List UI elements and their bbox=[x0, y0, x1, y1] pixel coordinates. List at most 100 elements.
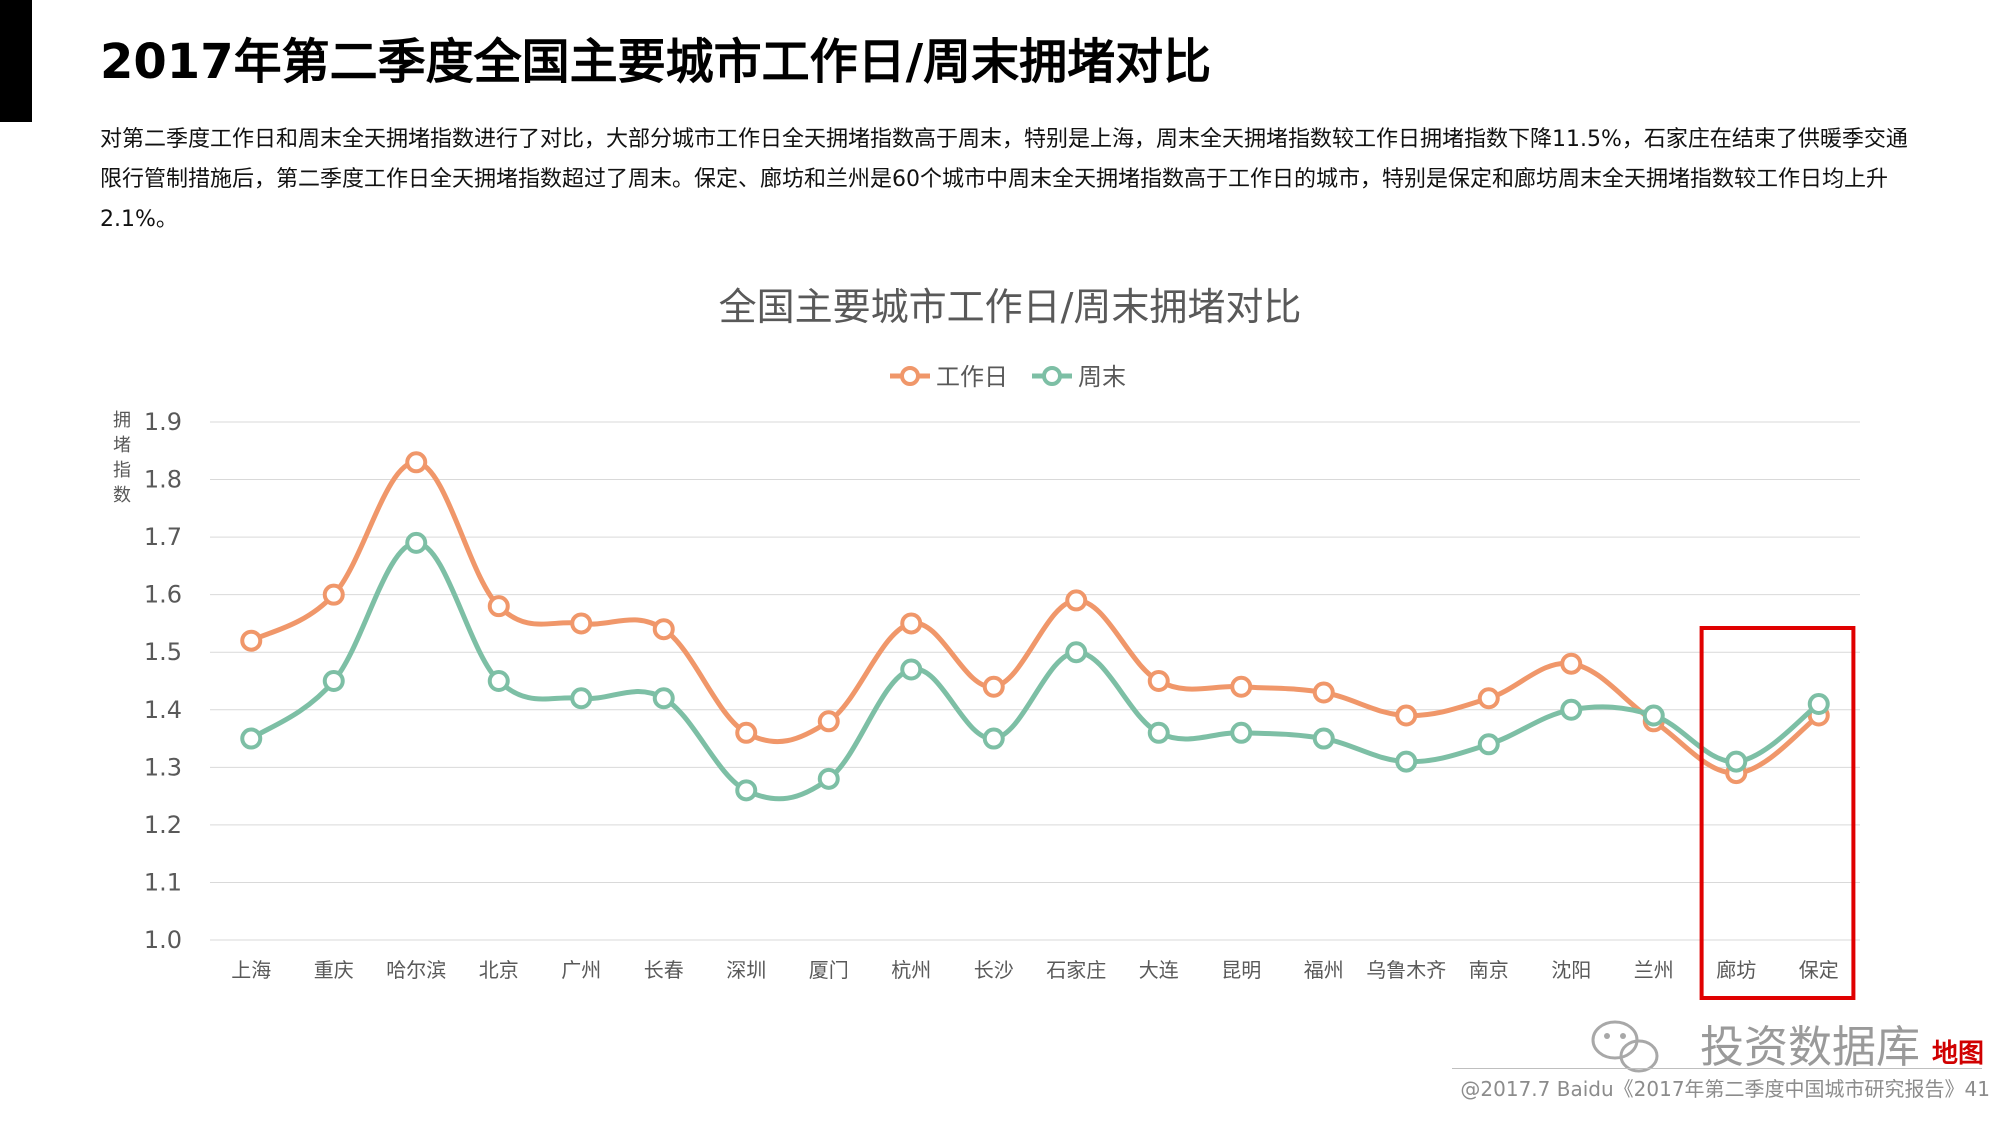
x-tick-label: 北京 bbox=[479, 958, 519, 982]
data-point bbox=[735, 779, 758, 802]
data-point bbox=[1312, 727, 1335, 750]
data-point bbox=[1065, 589, 1088, 612]
data-point bbox=[1477, 687, 1500, 710]
data-point bbox=[322, 583, 345, 606]
data-point bbox=[1560, 698, 1583, 721]
data-point bbox=[240, 629, 263, 652]
y-axis-ticks: 1.0 1.1 1.2 1.3 1.4 1.5 1.6 1.7 1.8 1.9 bbox=[144, 408, 182, 954]
x-tick-label: 广州 bbox=[561, 958, 601, 982]
x-axis-ticks: 上海 重庆 哈尔滨 北京 广州 长春 深圳 厦门 杭州 长沙 石家庄 大连 昆明 福州 乌鲁木齐 南京 沈阳 兰州… bbox=[231, 958, 1839, 982]
x-tick-label: 哈尔滨 bbox=[386, 958, 446, 982]
x-tick-label: 昆明 bbox=[1221, 958, 1261, 982]
data-point bbox=[1807, 693, 1830, 716]
data-point bbox=[735, 721, 758, 744]
y-tick-label: 1.9 bbox=[144, 408, 182, 436]
chart-title: 全国主要城市工作日/周末拥堵对比 bbox=[719, 285, 1302, 329]
data-point bbox=[652, 687, 675, 710]
data-point bbox=[487, 670, 510, 692]
chart-grid bbox=[210, 421, 1860, 941]
legend-item: 周末 bbox=[1032, 363, 1126, 391]
legend-label: 工作日 bbox=[936, 363, 1008, 391]
page-footer: @2017.7 Baidu《2017年第二季度中国城市研究报告》41 bbox=[1460, 1077, 1990, 1101]
data-point bbox=[817, 767, 840, 790]
chart-legend: 工作日 周末 bbox=[890, 363, 1126, 391]
y-axis-label-char: 堵 bbox=[113, 435, 131, 456]
data-point bbox=[1147, 670, 1170, 692]
data-point bbox=[322, 670, 345, 692]
y-tick-label: 1.7 bbox=[144, 523, 182, 551]
data-point bbox=[982, 675, 1005, 698]
y-tick-label: 1.6 bbox=[144, 581, 182, 609]
y-axis-label-char: 指 bbox=[113, 460, 131, 481]
page-description: 对第二季度工作日和周末全天拥堵指数进行了对比，大部分城市工作日全天拥堵指数高于周… bbox=[100, 127, 1908, 232]
data-point bbox=[570, 612, 593, 635]
legend-label: 周末 bbox=[1078, 363, 1126, 391]
watermark-text: 投资数据库 bbox=[1700, 1022, 1920, 1073]
y-tick-label: 1.0 bbox=[144, 926, 182, 954]
x-tick-label: 沈阳 bbox=[1551, 958, 1591, 982]
x-tick-label: 大连 bbox=[1139, 958, 1179, 982]
data-point bbox=[1395, 750, 1418, 773]
series-1 bbox=[240, 451, 1830, 785]
x-tick-label: 厦门 bbox=[809, 958, 849, 982]
series-line bbox=[249, 540, 1821, 802]
x-tick-label: 杭州 bbox=[891, 958, 931, 982]
page-title: 2017年第二季度全国主要城市工作日/周末拥堵对比 bbox=[100, 34, 1212, 90]
data-point bbox=[1725, 750, 1748, 773]
y-tick-label: 1.1 bbox=[144, 868, 182, 896]
data-point bbox=[240, 727, 263, 750]
x-tick-label: 上海 bbox=[231, 958, 271, 982]
footer-divider bbox=[1452, 1068, 1982, 1069]
data-point bbox=[900, 612, 923, 635]
data-point bbox=[570, 687, 593, 710]
data-point bbox=[1230, 721, 1253, 744]
x-tick-label: 乌鲁木齐 bbox=[1366, 958, 1446, 982]
y-tick-label: 1.8 bbox=[144, 466, 182, 494]
legend-item: 工作日 bbox=[890, 363, 1008, 391]
y-axis-label: 拥堵指数 bbox=[113, 410, 131, 506]
data-point bbox=[1147, 721, 1170, 744]
data-point bbox=[1395, 704, 1418, 727]
data-point bbox=[1477, 733, 1500, 756]
data-point bbox=[1065, 641, 1088, 664]
x-tick-label: 南京 bbox=[1469, 958, 1509, 982]
data-point bbox=[405, 531, 428, 554]
y-tick-label: 1.5 bbox=[144, 638, 182, 666]
y-tick-label: 1.3 bbox=[144, 753, 182, 781]
chart-series bbox=[240, 451, 1830, 802]
watermark: 投资数据库 地图 bbox=[1591, 1020, 1984, 1073]
x-tick-label: 兰州 bbox=[1634, 958, 1674, 982]
wechat-icon bbox=[1591, 1020, 1659, 1073]
legend-swatch-marker bbox=[900, 366, 920, 386]
x-tick-label: 保定 bbox=[1799, 958, 1839, 982]
data-point bbox=[1230, 675, 1253, 698]
watermark-brand: 地图 bbox=[1932, 1039, 1984, 1069]
legend-swatch-marker bbox=[1042, 366, 1062, 386]
data-point bbox=[1560, 652, 1583, 675]
highlight-box bbox=[1699, 626, 1856, 1000]
series-2 bbox=[240, 531, 1830, 802]
data-point bbox=[1642, 704, 1665, 727]
data-point bbox=[1312, 681, 1335, 704]
x-tick-label: 福州 bbox=[1304, 958, 1344, 982]
highlight-box-group bbox=[1699, 626, 1856, 1000]
y-axis-label-char: 数 bbox=[113, 485, 131, 506]
y-tick-label: 1.2 bbox=[144, 811, 182, 839]
data-point bbox=[900, 658, 923, 681]
x-tick-label: 廊坊 bbox=[1716, 958, 1756, 982]
data-point bbox=[405, 451, 428, 474]
y-axis-label-char: 拥 bbox=[113, 410, 131, 431]
x-tick-label: 长春 bbox=[644, 958, 684, 982]
data-point bbox=[652, 618, 675, 641]
data-point bbox=[817, 710, 840, 733]
data-point bbox=[487, 595, 510, 618]
x-tick-label: 长沙 bbox=[974, 958, 1014, 982]
x-tick-label: 石家庄 bbox=[1046, 958, 1106, 982]
y-tick-label: 1.4 bbox=[144, 696, 182, 724]
title-accent-bar bbox=[0, 0, 32, 122]
series-line bbox=[250, 459, 1821, 776]
x-tick-label: 深圳 bbox=[726, 958, 766, 982]
x-tick-label: 重庆 bbox=[314, 958, 354, 982]
data-point bbox=[982, 727, 1005, 750]
